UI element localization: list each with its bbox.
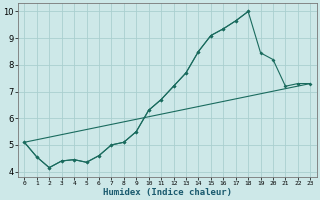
X-axis label: Humidex (Indice chaleur): Humidex (Indice chaleur) (103, 188, 232, 197)
